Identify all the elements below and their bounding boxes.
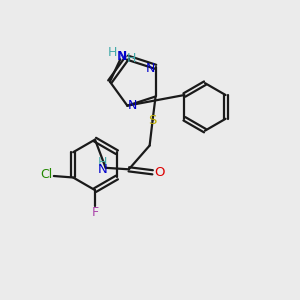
- Text: N: N: [117, 50, 127, 63]
- Text: S: S: [148, 114, 157, 127]
- Text: F: F: [92, 206, 99, 219]
- Text: O: O: [154, 166, 164, 179]
- Text: N: N: [146, 62, 155, 75]
- Text: N: N: [117, 50, 127, 63]
- Text: N: N: [128, 99, 137, 112]
- Text: H: H: [108, 46, 118, 59]
- Text: H: H: [127, 52, 136, 65]
- Text: N: N: [98, 163, 107, 176]
- Text: Cl: Cl: [40, 168, 52, 181]
- Text: H: H: [98, 156, 107, 169]
